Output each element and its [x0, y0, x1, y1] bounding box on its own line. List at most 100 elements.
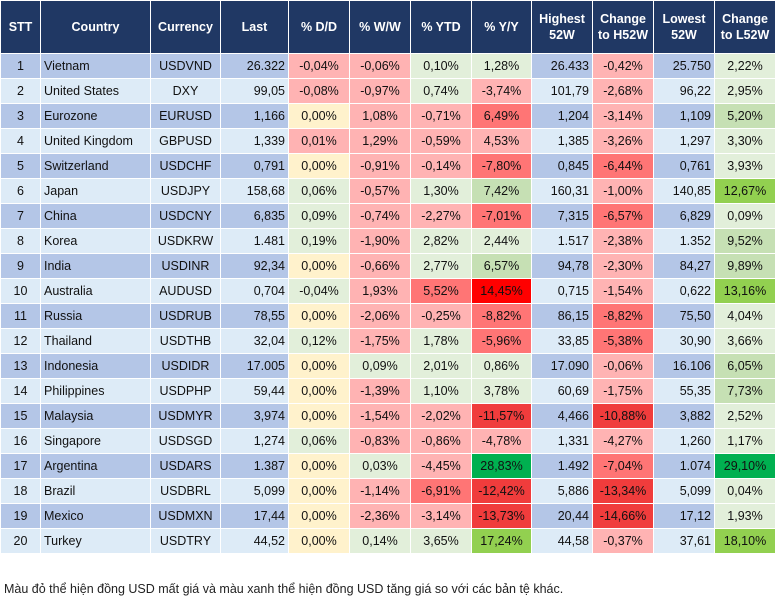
column-header-pct-yy[interactable]: % Y/Y	[471, 0, 532, 54]
cell-currency: USDINR	[150, 253, 221, 279]
cell-highest-52w: 17.090	[531, 353, 593, 379]
cell-last: 17.005	[220, 353, 289, 379]
column-header-pct-ytd[interactable]: % YTD	[410, 0, 472, 54]
cell-change-to-h52w: -3,26%	[592, 128, 654, 154]
cell-lowest-52w: 5,099	[653, 478, 715, 504]
cell-highest-52w: 44,58	[531, 528, 593, 554]
cell-pct-yy: -13,73%	[471, 503, 532, 529]
cell-pct-dd: -0,08%	[288, 78, 350, 104]
cell-lowest-52w: 1,260	[653, 428, 715, 454]
column-header-last[interactable]: Last	[220, 0, 289, 54]
cell-currency: AUDUSD	[150, 278, 221, 304]
cell-change-to-l52w: 29,10%	[714, 453, 776, 479]
table-row: 1 Vietnam USDVND 26.322 -0,04% -0,06% 0,10% 1,2…	[0, 53, 776, 79]
cell-last: 0,791	[220, 153, 289, 179]
table-row: 4 United Kingdom GBPUSD 1,339 0,01% 1,29% -0,5…	[0, 128, 776, 154]
cell-pct-ytd: 3,65%	[410, 528, 472, 554]
column-header-lowest-52w[interactable]: Lowest 52W	[653, 0, 715, 54]
cell-lowest-52w: 140,85	[653, 178, 715, 204]
cell-pct-yy: 3,78%	[471, 378, 532, 404]
cell-pct-yy: 7,42%	[471, 178, 532, 204]
column-header-currency[interactable]: Currency	[150, 0, 221, 54]
cell-pct-yy: 6,57%	[471, 253, 532, 279]
cell-stt: 1	[0, 53, 41, 79]
column-header-country[interactable]: Country	[40, 0, 151, 54]
cell-pct-yy: -3,74%	[471, 78, 532, 104]
table-row: 18 Brazil USDBRL 5,099 0,00% -1,14% -6,91% -12,…	[0, 478, 776, 504]
cell-pct-ww: 1,29%	[349, 128, 411, 154]
cell-country: Mexico	[40, 503, 151, 529]
table-row: 11 Russia USDRUB 78,55 0,00% -2,06% -0,25% -8,8…	[0, 303, 776, 329]
cell-pct-ww: 0,14%	[349, 528, 411, 554]
cell-country: Vietnam	[40, 53, 151, 79]
cell-lowest-52w: 96,22	[653, 78, 715, 104]
table-row: 19 Mexico USDMXN 17,44 0,00% -2,36% -3,14% -13,…	[0, 503, 776, 529]
column-header-highest-52w[interactable]: Highest 52W	[531, 0, 593, 54]
cell-last: 3,974	[220, 403, 289, 429]
cell-pct-ww: 1,93%	[349, 278, 411, 304]
cell-stt: 16	[0, 428, 41, 454]
table-row: 6 Japan USDJPY 158,68 0,06% -0,57% 1,30% 7,42% 1…	[0, 178, 776, 204]
cell-change-to-l52w: 18,10%	[714, 528, 776, 554]
cell-lowest-52w: 1,109	[653, 103, 715, 129]
column-header-stt[interactable]: STT	[0, 0, 41, 54]
cell-pct-dd: 0,00%	[288, 503, 350, 529]
cell-last: 1.481	[220, 228, 289, 254]
cell-pct-ww: -0,06%	[349, 53, 411, 79]
cell-change-to-h52w: -2,68%	[592, 78, 654, 104]
cell-change-to-l52w: 9,89%	[714, 253, 776, 279]
cell-currency: USDARS	[150, 453, 221, 479]
cell-change-to-l52w: 3,30%	[714, 128, 776, 154]
cell-pct-dd: 0,00%	[288, 403, 350, 429]
cell-pct-yy: -12,42%	[471, 478, 532, 504]
cell-highest-52w: 1.492	[531, 453, 593, 479]
cell-currency: USDKRW	[150, 228, 221, 254]
cell-lowest-52w: 1,297	[653, 128, 715, 154]
cell-highest-52w: 7,315	[531, 203, 593, 229]
cell-pct-yy: 2,44%	[471, 228, 532, 254]
column-header-pct-dd[interactable]: % D/D	[288, 0, 350, 54]
cell-pct-dd: 0,00%	[288, 453, 350, 479]
column-header-change-to-l52w[interactable]: Change to L52W	[714, 0, 776, 54]
cell-currency: DXY	[150, 78, 221, 104]
cell-change-to-h52w: -1,75%	[592, 378, 654, 404]
cell-stt: 6	[0, 178, 41, 204]
cell-pct-ytd: 2,01%	[410, 353, 472, 379]
cell-last: 92,34	[220, 253, 289, 279]
cell-country: United Kingdom	[40, 128, 151, 154]
cell-lowest-52w: 30,90	[653, 328, 715, 354]
cell-pct-ytd: 0,10%	[410, 53, 472, 79]
cell-last: 1,339	[220, 128, 289, 154]
cell-currency: USDVND	[150, 53, 221, 79]
cell-pct-yy: -5,96%	[471, 328, 532, 354]
cell-last: 78,55	[220, 303, 289, 329]
cell-currency: USDMXN	[150, 503, 221, 529]
table-row: 7 China USDCNY 6,835 0,09% -0,74% -2,27% -7,01%…	[0, 203, 776, 229]
cell-stt: 9	[0, 253, 41, 279]
table-row: 13 Indonesia USDIDR 17.005 0,00% 0,09% 2,01% 0,…	[0, 353, 776, 379]
cell-last: 1,166	[220, 103, 289, 129]
cell-currency: USDJPY	[150, 178, 221, 204]
cell-change-to-h52w: -1,54%	[592, 278, 654, 304]
column-header-pct-ww[interactable]: % W/W	[349, 0, 411, 54]
cell-change-to-h52w: -3,14%	[592, 103, 654, 129]
cell-stt: 8	[0, 228, 41, 254]
cell-country: Turkey	[40, 528, 151, 554]
cell-stt: 19	[0, 503, 41, 529]
cell-change-to-h52w: -5,38%	[592, 328, 654, 354]
cell-stt: 7	[0, 203, 41, 229]
cell-highest-52w: 0,845	[531, 153, 593, 179]
cell-last: 6,835	[220, 203, 289, 229]
column-header-change-to-h52w[interactable]: Change to H52W	[592, 0, 654, 54]
cell-pct-yy: 17,24%	[471, 528, 532, 554]
cell-pct-ww: -0,57%	[349, 178, 411, 204]
cell-stt: 20	[0, 528, 41, 554]
cell-pct-dd: 0,00%	[288, 353, 350, 379]
cell-change-to-h52w: -0,37%	[592, 528, 654, 554]
cell-country: Australia	[40, 278, 151, 304]
cell-highest-52w: 4,466	[531, 403, 593, 429]
cell-pct-ytd: -2,02%	[410, 403, 472, 429]
table-row: 5 Switzerland USDCHF 0,791 0,00% -0,91% -0,14%…	[0, 153, 776, 179]
cell-pct-dd: 0,00%	[288, 378, 350, 404]
cell-pct-ytd: -2,27%	[410, 203, 472, 229]
